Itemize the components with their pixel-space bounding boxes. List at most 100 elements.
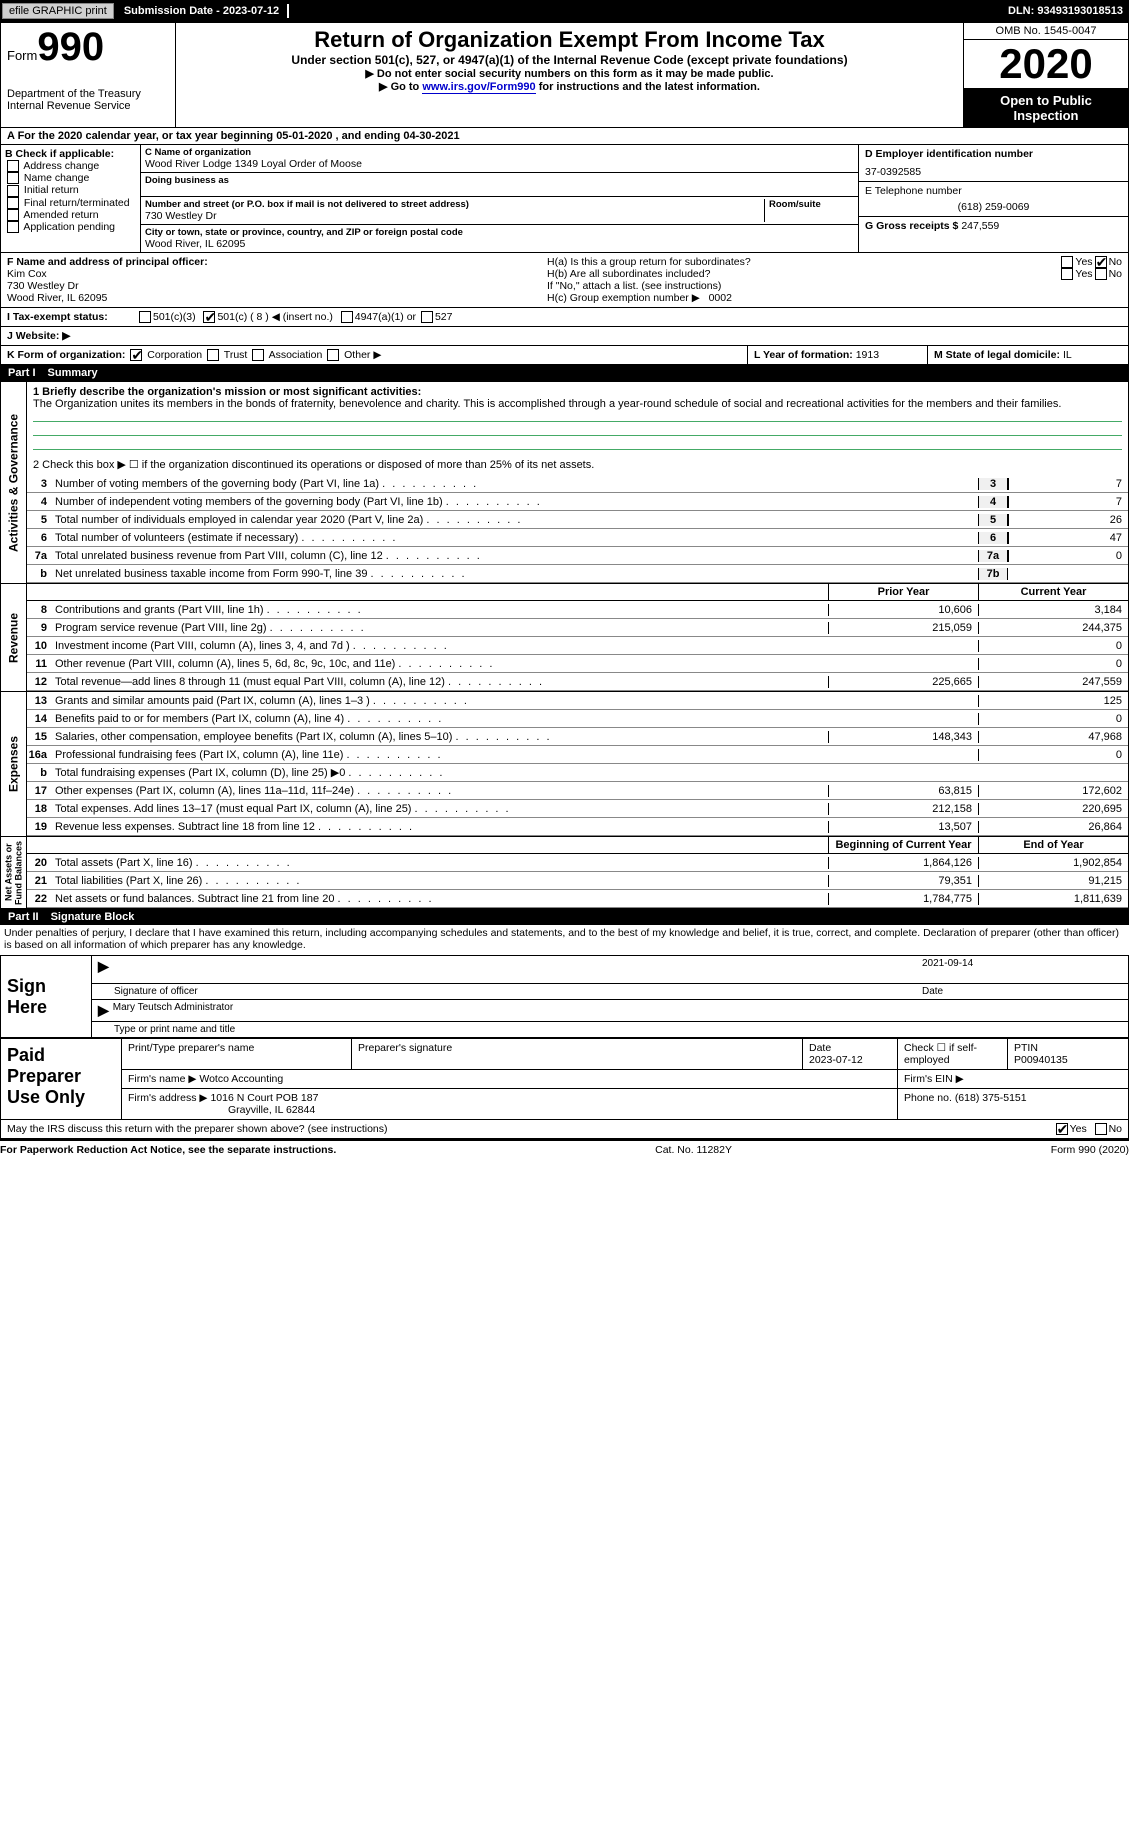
k-opt4: Other ▶: [344, 349, 381, 361]
checkbox[interactable]: [7, 209, 19, 221]
preparer-label: Paid Preparer Use Only: [1, 1039, 121, 1119]
revenue-section: Revenue Prior Year Current Year 8Contrib…: [0, 584, 1129, 692]
i-opt4: 527: [435, 311, 453, 323]
part2-num: Part II: [8, 911, 51, 923]
section-b-item: Amended return: [5, 209, 136, 221]
ha-no-checkbox[interactable]: [1095, 256, 1107, 268]
city-value: Wood River, IL 62095: [145, 238, 854, 250]
penalties-text: Under penalties of perjury, I declare th…: [0, 925, 1129, 953]
part2-header: Part II Signature Block: [0, 909, 1129, 925]
data-line: 13Grants and similar amounts paid (Part …: [27, 692, 1128, 710]
form-header: Form990 Department of the Treasury Inter…: [0, 22, 1129, 128]
data-line: 18Total expenses. Add lines 13–17 (must …: [27, 800, 1128, 818]
k-other-checkbox[interactable]: [327, 349, 339, 361]
yes-label: Yes: [1075, 268, 1092, 280]
data-line: 10Investment income (Part VIII, column (…: [27, 637, 1128, 655]
sub3-pre: ▶ Go to: [379, 81, 422, 93]
i-opt3: 4947(a)(1) or: [355, 311, 416, 323]
form-title: Return of Organization Exempt From Incom…: [180, 27, 959, 53]
ein-value: 37-0392585: [865, 160, 1122, 178]
officer-typed-name: Mary Teutsch Administrator: [113, 1002, 233, 1019]
vtab-expenses: Expenses: [1, 692, 27, 836]
room-label: Room/suite: [769, 199, 854, 210]
section-b-item: Application pending: [5, 221, 136, 233]
section-b-item: Initial return: [5, 184, 136, 196]
sign-date-value: 2021-09-14: [922, 958, 1122, 981]
open-inspection: Open to Public Inspection: [964, 89, 1128, 127]
k-trust-checkbox[interactable]: [207, 349, 219, 361]
entity-block: B Check if applicable: Address change Na…: [0, 145, 1129, 253]
prep-sig-hdr: Preparer's signature: [352, 1039, 803, 1069]
i-501c3-checkbox[interactable]: [139, 311, 151, 323]
firm-addr-val: 1016 N Court POB 187: [210, 1092, 318, 1104]
gov-line: 3Number of voting members of the governi…: [27, 475, 1128, 493]
part1-header: Part I Summary: [0, 365, 1129, 381]
sub3-post: for instructions and the latest informat…: [536, 81, 760, 93]
checkbox[interactable]: [7, 221, 19, 233]
page-footer: For Paperwork Reduction Act Notice, see …: [0, 1141, 1129, 1159]
no-label: No: [1109, 1123, 1122, 1135]
hb-no-checkbox[interactable]: [1095, 268, 1107, 280]
expenses-section: Expenses 13Grants and similar amounts pa…: [0, 692, 1129, 837]
sig-date-label: Date: [922, 986, 1122, 997]
section-b: B Check if applicable: Address change Na…: [1, 145, 141, 252]
prior-year-hdr: Prior Year: [828, 584, 978, 600]
data-line: 19Revenue less expenses. Subtract line 1…: [27, 818, 1128, 836]
form990-link[interactable]: www.irs.gov/Form990: [422, 81, 535, 94]
l-value: 1913: [856, 349, 879, 361]
discuss-text: May the IRS discuss this return with the…: [7, 1123, 1054, 1135]
preparer-block: Paid Preparer Use Only Print/Type prepar…: [0, 1038, 1129, 1120]
firm-name-lbl: Firm's name ▶: [128, 1073, 196, 1085]
efile-print-button[interactable]: efile GRAPHIC print: [2, 3, 114, 19]
i-opt2: 501(c) ( 8 ) ◀ (insert no.): [217, 311, 332, 323]
checkbox[interactable]: [7, 185, 19, 197]
sign-block: Sign Here ▶ 2021-09-14 Signature of offi…: [0, 955, 1129, 1038]
data-line: 15Salaries, other compensation, employee…: [27, 728, 1128, 746]
prep-name-hdr: Print/Type preparer's name: [122, 1039, 352, 1069]
q2: 2 Check this box ▶ ☐ if the organization…: [27, 454, 1128, 475]
k-assoc-checkbox[interactable]: [252, 349, 264, 361]
firm-ein-lbl: Firm's EIN ▶: [904, 1073, 964, 1085]
ptin-val: P00940135: [1014, 1054, 1068, 1066]
data-line: 9Program service revenue (Part VIII, lin…: [27, 619, 1128, 637]
gov-line: bNet unrelated business taxable income f…: [27, 565, 1128, 583]
part1-num: Part I: [8, 367, 48, 379]
k-label: K Form of organization:: [7, 349, 125, 361]
firm-addr-city: Grayville, IL 62844: [128, 1104, 315, 1116]
row-klm: K Form of organization: Corporation Trus…: [0, 346, 1129, 365]
q1-text: The Organization unites its members in t…: [33, 398, 1122, 410]
period-row: A For the 2020 calendar year, or tax yea…: [0, 128, 1129, 145]
ha-yes-checkbox[interactable]: [1061, 256, 1073, 268]
top-bar: efile GRAPHIC print Submission Date - 20…: [0, 0, 1129, 22]
ptin-lbl: PTIN: [1014, 1042, 1038, 1054]
checkbox[interactable]: [7, 160, 19, 172]
section-de: D Employer identification number 37-0392…: [858, 145, 1128, 252]
data-line: 17Other expenses (Part IX, column (A), l…: [27, 782, 1128, 800]
m-value: IL: [1063, 349, 1072, 361]
form-word: Form: [7, 48, 37, 63]
arrow-icon: ▶: [98, 958, 113, 981]
ha-label: H(a) Is this a group return for subordin…: [547, 256, 1059, 268]
officer-addr1: 730 Westley Dr: [7, 280, 535, 292]
hc-label: H(c) Group exemption number ▶: [547, 292, 700, 304]
form-number-cell: Form990 Department of the Treasury Inter…: [1, 23, 176, 127]
q1-label: 1 Briefly describe the organization's mi…: [33, 386, 1122, 398]
data-line: 12Total revenue—add lines 8 through 11 (…: [27, 673, 1128, 691]
i-4947-checkbox[interactable]: [341, 311, 353, 323]
discuss-yes-checkbox[interactable]: [1056, 1123, 1068, 1135]
k-opt1: Corporation: [147, 349, 202, 361]
begin-year-hdr: Beginning of Current Year: [828, 837, 978, 853]
checkbox[interactable]: [7, 172, 19, 184]
gross-label: G Gross receipts $: [865, 220, 958, 232]
i-527-checkbox[interactable]: [421, 311, 433, 323]
k-corp-checkbox[interactable]: [130, 349, 142, 361]
subtitle-2: ▶ Do not enter social security numbers o…: [180, 67, 959, 80]
subtitle-3: ▶ Go to www.irs.gov/Form990 for instruct…: [180, 80, 959, 93]
i-501c-checkbox[interactable]: [203, 311, 215, 323]
checkbox[interactable]: [7, 197, 19, 209]
na-col-headers: Beginning of Current Year End of Year: [27, 837, 1128, 854]
omb-cell: OMB No. 1545-0047 2020 Open to Public In…: [963, 23, 1128, 127]
title-cell: Return of Organization Exempt From Incom…: [176, 23, 963, 127]
discuss-no-checkbox[interactable]: [1095, 1123, 1107, 1135]
hb-yes-checkbox[interactable]: [1061, 268, 1073, 280]
